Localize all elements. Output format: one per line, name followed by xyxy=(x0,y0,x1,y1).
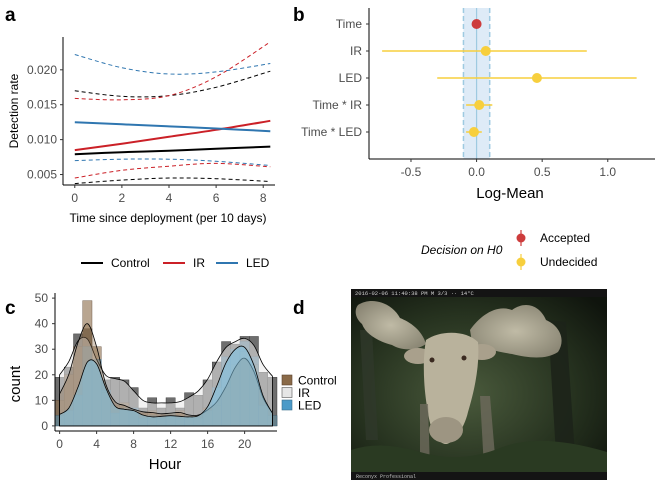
panel-b-y-tick-label: Time * IR xyxy=(312,98,362,112)
panel-c-y-ticks: 0 10 20 30 40 50 xyxy=(35,291,55,433)
panel-b-x-tick-label: 0.0 xyxy=(468,165,485,179)
photo-brand: Reconyx Professional xyxy=(356,474,416,480)
panel-b-legend-label-undecided: Undecided xyxy=(540,255,597,269)
panel-c-y-tick-label: 30 xyxy=(35,342,49,356)
panel-c-legend-key-control xyxy=(281,374,293,386)
panel-c-x-tick-label: 0 xyxy=(56,437,63,451)
panel-b-point-time xyxy=(471,19,482,29)
panel-b-legend: Accepted Undecided xyxy=(516,230,597,270)
panel-a-y-tick-label: 0.020 xyxy=(27,63,57,77)
panel-b-y-tick-label: LED xyxy=(339,71,363,85)
panel-c-y-tick-label: 40 xyxy=(35,317,49,331)
panel-a-legend: Control IR LED xyxy=(81,256,270,270)
panel-c-x-tick-label: 16 xyxy=(201,437,215,451)
panel-c-x-tick-label: 12 xyxy=(164,437,178,451)
panel-c-legend-key-ir xyxy=(281,387,293,398)
panel-a-ir-mean-line xyxy=(74,119,271,152)
panel-c-y-tick-label: 20 xyxy=(35,368,49,382)
panel-b-point-ir xyxy=(480,46,491,56)
panel-b-legend-label-accepted: Accepted xyxy=(540,231,590,245)
panel-a-control-lower-ci xyxy=(74,177,271,185)
panel-c-chart: 0 10 20 30 40 50 0 4 8 12 16 20 count Hour Control… xyxy=(7,291,337,473)
panel-c-x-axis-label: Hour xyxy=(149,456,182,473)
panel-c-y-tick-label: 10 xyxy=(35,393,49,407)
panel-c-x-tick-label: 8 xyxy=(130,437,137,451)
panel-b-x-tick-label: -0.5 xyxy=(401,165,422,179)
panel-b-point-led xyxy=(531,73,542,83)
panel-a-x-tick-label: 2 xyxy=(119,191,126,205)
panel-b-x-axis-label: Log-Mean xyxy=(476,185,544,202)
moose-left-antler xyxy=(355,301,426,350)
panel-c-x-tick-label: 20 xyxy=(238,437,252,451)
panel-c-legend-label-ir: IR xyxy=(298,386,310,400)
panel-b-chart: Time IR LED Time * IR Time * LED -0.5 0.0 0.5 1… xyxy=(301,8,655,270)
panel-a-control-upper-ci xyxy=(74,70,271,98)
panel-a-x-tick-label: 0 xyxy=(71,191,78,205)
panel-c-x-tick-label: 4 xyxy=(93,437,100,451)
panel-a-led-lower-ci xyxy=(74,158,271,166)
photo-bottom-banner xyxy=(351,472,607,480)
panel-b-y-tick-label: Time xyxy=(336,17,363,31)
panel-a-y-tick-label: 0.005 xyxy=(27,168,57,182)
moose-leg-right xyxy=(480,396,496,468)
panel-b-point-time-led xyxy=(468,127,479,137)
panel-a-y-tick-label: 0.015 xyxy=(27,98,57,112)
panel-a-x-axis-label: Time since deployment (per 10 days) xyxy=(70,211,267,225)
panel-a-ir-upper-ci xyxy=(74,41,271,101)
photo-top-banner xyxy=(351,289,607,297)
panel-a-legend-label-led: LED xyxy=(246,256,270,270)
panel-b-y-ticks: Time IR LED Time * IR Time * LED xyxy=(301,17,369,139)
panel-b-legend-dot-accepted xyxy=(516,233,526,243)
panel-a-series xyxy=(74,41,271,185)
panel-c-legend-key-led xyxy=(281,399,293,411)
panel-c-x-ticks: 0 4 8 12 16 20 xyxy=(56,431,252,451)
panel-a-led-upper-ci xyxy=(74,54,271,75)
panel-label-c: c xyxy=(5,298,16,319)
panel-c-legend-label-led: LED xyxy=(298,399,322,413)
panel-c-y-axis-label: count xyxy=(7,365,24,403)
photo-ground xyxy=(351,440,607,472)
moose-head xyxy=(423,332,479,444)
panel-c-y-tick-label: 0 xyxy=(41,419,48,433)
panel-b-y-tick-label: Time * LED xyxy=(301,125,362,139)
panel-b-x-tick-label: 0.5 xyxy=(534,165,551,179)
panel-a-x-tick-label: 4 xyxy=(166,191,173,205)
panel-a-y-ticks: 0.005 0.010 0.015 0.020 xyxy=(27,63,63,182)
panel-a-y-tick-label: 0.010 xyxy=(27,133,57,147)
tree-trunk-left xyxy=(360,330,378,440)
panel-label-d: d xyxy=(293,298,305,319)
panel-c-legend-label-control: Control xyxy=(298,374,337,388)
panel-a-legend-label-ir: IR xyxy=(193,256,205,270)
moose-right-antler xyxy=(470,305,562,358)
panel-b-legend-title: Decision on H0 xyxy=(421,243,503,257)
panel-a-led-mean-line xyxy=(74,121,271,133)
panel-b-x-ticks: -0.5 0.0 0.5 1.0 xyxy=(401,159,616,179)
panel-a-chart: 0.005 0.010 0.015 0.020 0 2 4 6 8 Detection rat… xyxy=(7,37,275,270)
photo-timestamp: 2016-02-06 11:40:38 PM M 3/3 ·· 14°C xyxy=(355,290,475,297)
panel-b-rope-band xyxy=(462,8,491,159)
panel-c-densities xyxy=(59,323,273,427)
panel-label-b: b xyxy=(293,5,305,26)
panel-a-y-axis-label: Detection rate xyxy=(7,73,21,148)
panel-b-point-time-ir xyxy=(474,100,485,110)
panel-a-legend-label-control: Control xyxy=(111,256,150,270)
panel-a-x-tick-label: 8 xyxy=(260,191,267,205)
panel-b-legend-dot-undecided xyxy=(516,257,526,267)
panel-a-x-tick-label: 6 xyxy=(213,191,220,205)
panel-d-camera-photo: 2016-02-06 11:40:38 PM M 3/3 ·· 14°C Rec… xyxy=(351,289,607,480)
panel-a-control-mean-line xyxy=(74,145,271,156)
moose-right-eye xyxy=(461,355,467,361)
panel-b-x-tick-label: 1.0 xyxy=(599,165,616,179)
moose-left-eye xyxy=(429,357,435,363)
panel-c-density-led xyxy=(59,345,273,427)
panel-b-y-tick-label: IR xyxy=(350,44,362,58)
moose-muzzle xyxy=(429,417,463,443)
panel-a-x-ticks: 0 2 4 6 8 xyxy=(71,185,267,205)
panel-b-estimates xyxy=(382,19,637,137)
panel-a-ir-lower-ci xyxy=(74,162,271,179)
panel-c-y-tick-label: 50 xyxy=(35,291,49,305)
panel-label-a: a xyxy=(5,5,16,26)
